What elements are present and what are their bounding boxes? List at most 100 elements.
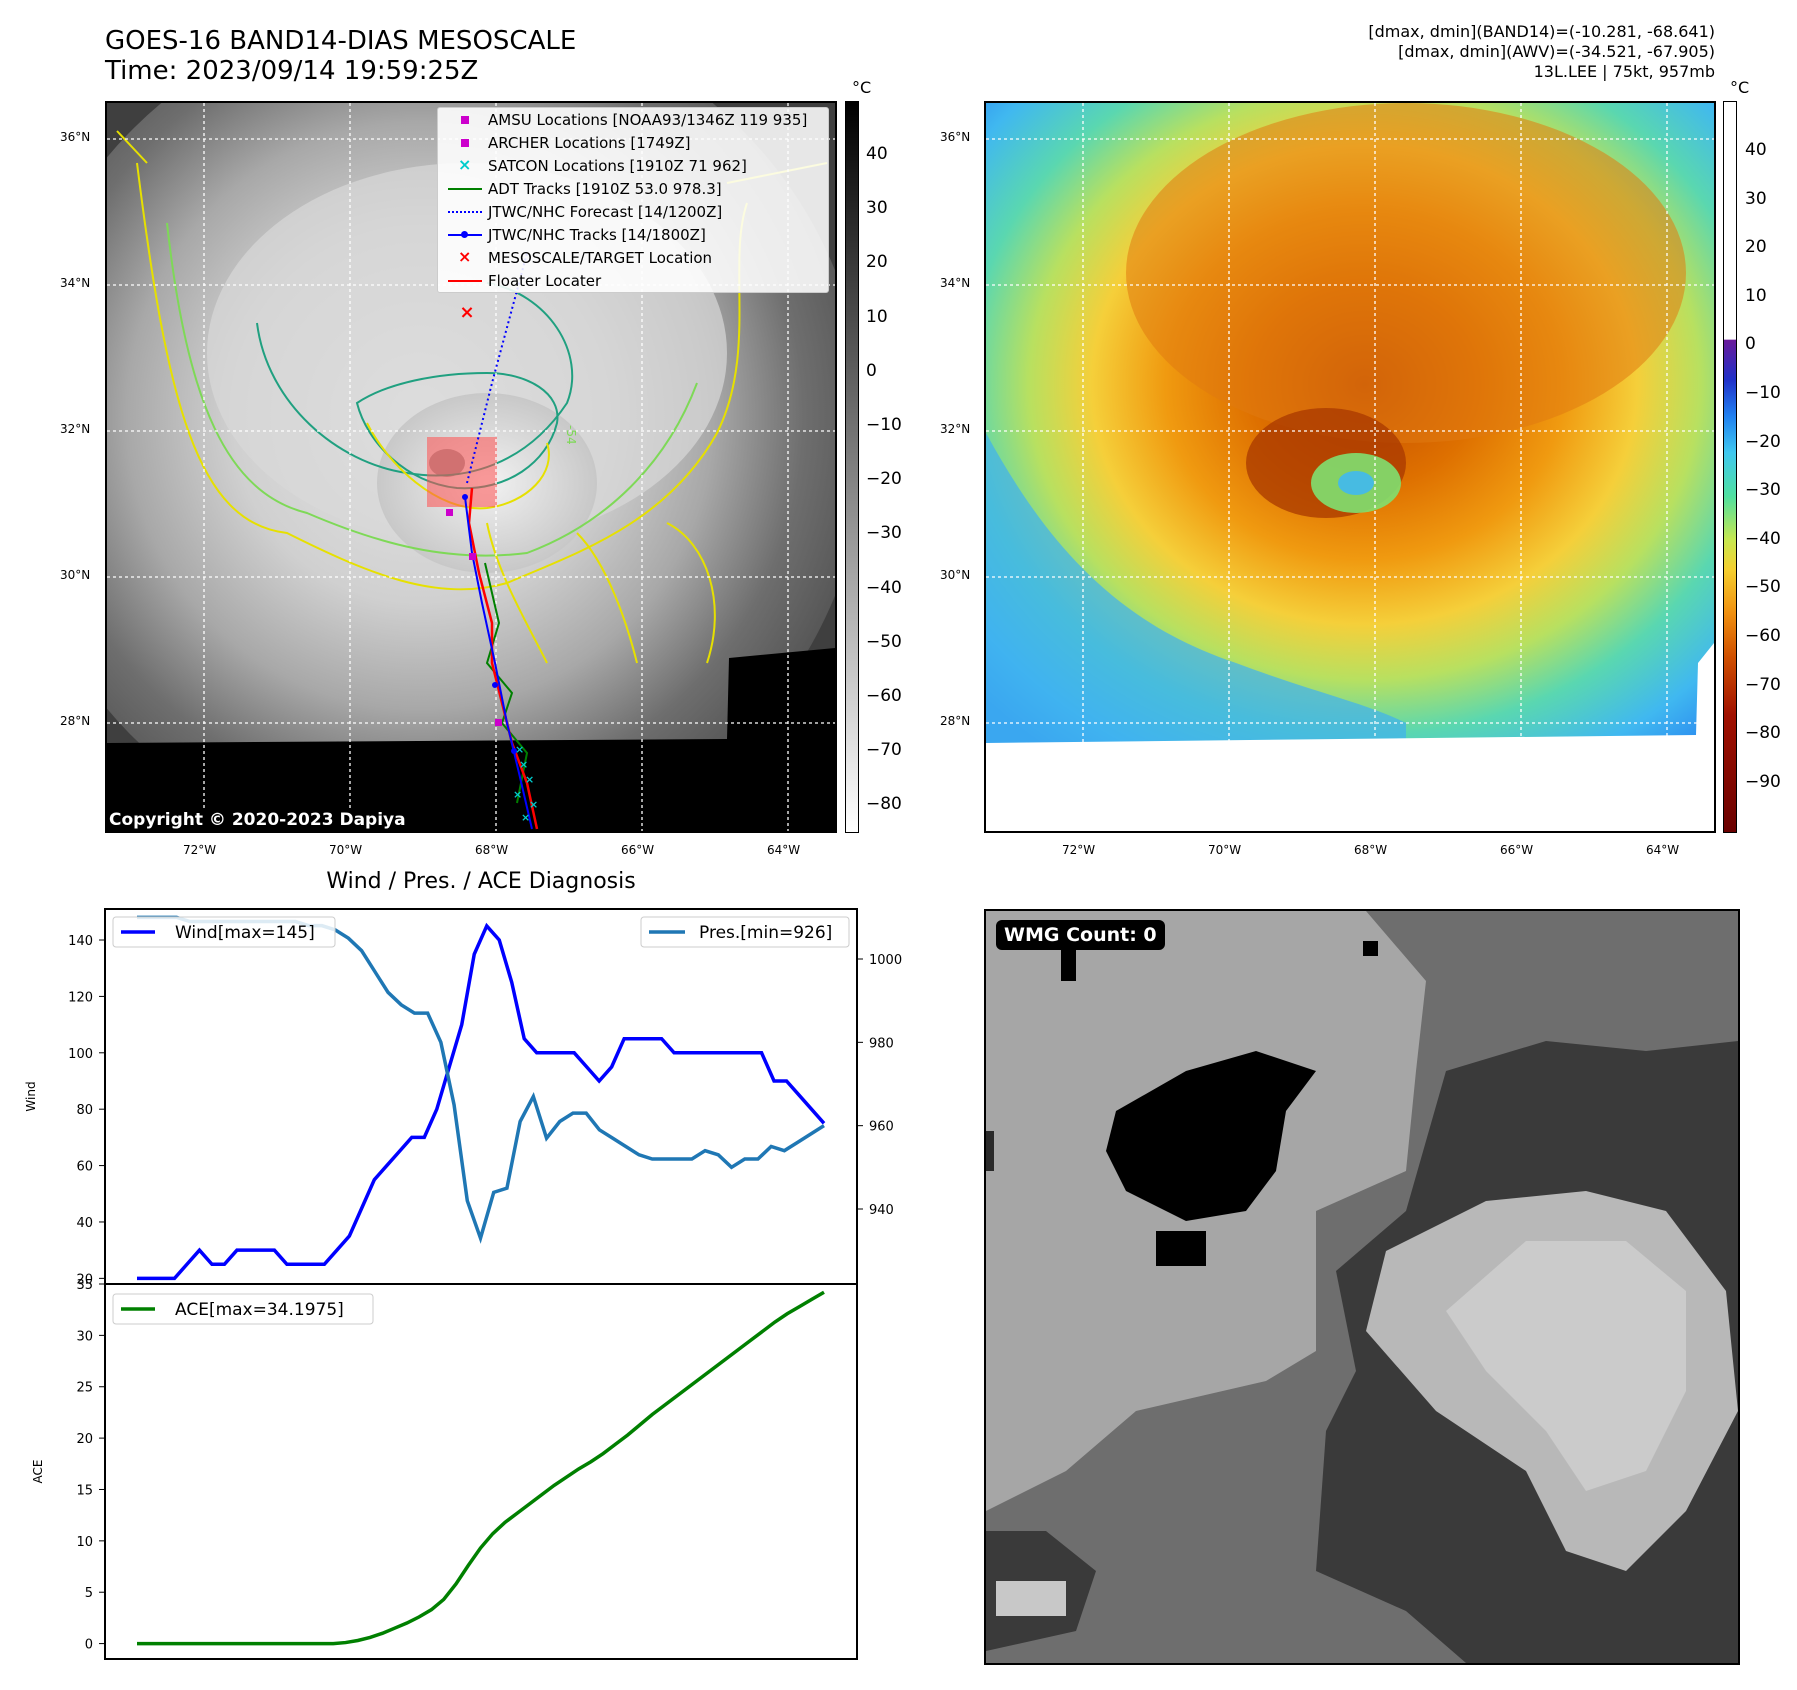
colorbar-tick: −50 bbox=[1745, 577, 1781, 598]
y-tick-label: 40 bbox=[76, 1216, 93, 1231]
legend-item: Floater Locater bbox=[438, 269, 828, 292]
lon-tick: 64°W bbox=[1646, 843, 1680, 857]
colorbar-tick: −40 bbox=[1745, 528, 1781, 549]
chart-title: GOES-16 BAND14-DIAS MESOSCALE bbox=[105, 26, 577, 56]
legend-label: Floater Locater bbox=[488, 271, 602, 290]
colorbar-tick: −30 bbox=[866, 523, 902, 544]
lat-tick: 28°N bbox=[940, 714, 971, 728]
y-tick-label: 120 bbox=[68, 990, 93, 1005]
legend-label: AMSU Locations [NOAA93/1346Z 119 935] bbox=[488, 110, 808, 129]
legend-item: JTWC/NHC Forecast [14/1200Z] bbox=[438, 200, 828, 223]
colorbar-tick: −70 bbox=[866, 740, 902, 761]
lat-tick: 32°N bbox=[60, 422, 91, 436]
colorbar-unit: °C bbox=[1730, 78, 1750, 97]
svg-text:×: × bbox=[519, 758, 528, 771]
ace-y-axis-label: ACE bbox=[31, 1460, 45, 1484]
y-axis-label: Wind bbox=[24, 1081, 38, 1111]
wind-series-line bbox=[137, 922, 826, 1281]
lon-tick: 64°W bbox=[767, 843, 801, 857]
colorbar-tick: −30 bbox=[1745, 480, 1781, 501]
colorbar-tick: 30 bbox=[866, 198, 888, 219]
y-tick-label: 100 bbox=[68, 1047, 93, 1062]
legend-label: MESOSCALE/TARGET Location bbox=[488, 248, 713, 267]
solid-line-icon bbox=[444, 179, 488, 199]
ir-colorbar bbox=[845, 101, 859, 833]
colorbar-tick: 0 bbox=[866, 360, 877, 381]
y-right-tick-label: 1000 bbox=[869, 953, 902, 968]
lon-tick: 70°W bbox=[329, 843, 363, 857]
lon-tick: 66°W bbox=[1500, 843, 1534, 857]
colorbar-tick: −20 bbox=[1745, 431, 1781, 452]
colorbar-tick: 40 bbox=[1745, 140, 1767, 160]
ace-y-tick-label: 0 bbox=[85, 1638, 93, 1653]
ace-legend-label: ACE[max=34.1975] bbox=[175, 1300, 344, 1320]
y-tick-label: 20 bbox=[76, 1272, 93, 1287]
svg-text:×: × bbox=[513, 788, 522, 801]
copyright-label: Copyright © 2020-2023 Dapiya bbox=[105, 808, 410, 832]
svg-text:×: × bbox=[515, 743, 524, 756]
lat-tick: 36°N bbox=[940, 130, 971, 144]
colorbar-tick: −60 bbox=[866, 686, 902, 706]
colorbar-tick: −10 bbox=[866, 415, 902, 435]
colorbar-tick: 10 bbox=[1745, 285, 1767, 306]
square-marker-icon bbox=[444, 133, 488, 153]
y-tick-label: 60 bbox=[76, 1160, 93, 1175]
awv-colorbar bbox=[1723, 101, 1737, 833]
wmg-image bbox=[986, 911, 1738, 1663]
colorbar-tick: 20 bbox=[866, 252, 888, 273]
svg-text:×: × bbox=[529, 798, 538, 811]
lon-tick: 68°W bbox=[475, 843, 509, 857]
colorbar-tick: 10 bbox=[866, 306, 888, 327]
ace-y-tick-label: 20 bbox=[76, 1432, 93, 1447]
pressure-legend-box bbox=[640, 916, 850, 948]
lon-tick: 70°W bbox=[1208, 843, 1242, 857]
lon-tick: 72°W bbox=[1062, 843, 1096, 857]
colorbar-tick: 40 bbox=[866, 144, 888, 164]
band14-dmax-dmin: [dmax, dmin](BAND14)=(-10.281, -68.641) bbox=[1368, 22, 1715, 41]
lon-tick: 72°W bbox=[183, 843, 217, 857]
ace-y-tick-label: 15 bbox=[76, 1483, 93, 1498]
ace-y-tick-label: 5 bbox=[85, 1586, 93, 1601]
legend-item: × SATCON Locations [1910Z 71 962] bbox=[438, 154, 828, 177]
svg-text:×: × bbox=[521, 811, 530, 824]
y-right-tick-label: 940 bbox=[869, 1203, 894, 1218]
solid-line-icon bbox=[444, 271, 488, 291]
legend-label: ARCHER Locations [1749Z] bbox=[488, 133, 691, 152]
colorbar-tick: 20 bbox=[1745, 237, 1767, 258]
colorbar-tick: −10 bbox=[1745, 383, 1781, 403]
lat-tick: 34°N bbox=[60, 276, 91, 290]
square-marker-icon bbox=[444, 110, 488, 130]
colorbar-tick: −20 bbox=[866, 469, 902, 490]
legend-label: JTWC/NHC Forecast [14/1200Z] bbox=[488, 202, 723, 221]
map-legend: AMSU Locations [NOAA93/1346Z 119 935] AR… bbox=[437, 107, 829, 293]
lat-tick: 30°N bbox=[940, 568, 971, 582]
wind-legend-label: Wind[max=145] bbox=[175, 923, 315, 943]
ace-y-tick-label: 25 bbox=[76, 1381, 93, 1396]
pressure-legend-label: Pres.[min=926] bbox=[699, 923, 832, 943]
wmg-panel[interactable] bbox=[984, 909, 1740, 1665]
storm-info: 13L.LEE | 75kt, 957mb bbox=[1533, 62, 1715, 81]
legend-label: ADT Tracks [1910Z 53.0 978.3] bbox=[488, 179, 722, 198]
colorbar-tick: −40 bbox=[866, 577, 902, 598]
line-dot-icon bbox=[444, 225, 488, 245]
colorbar-tick: 30 bbox=[1745, 188, 1767, 209]
colorbar-tick: −60 bbox=[1745, 626, 1781, 646]
lat-tick: 34°N bbox=[940, 276, 971, 290]
legend-item: AMSU Locations [NOAA93/1346Z 119 935] bbox=[438, 108, 828, 131]
y-tick-label: 140 bbox=[68, 934, 93, 949]
diagnosis-chart: 204060801001201409409609801000WindPressu… bbox=[24, 908, 902, 1660]
awv-dmax-dmin: [dmax, dmin](AWV)=(-34.521, -67.905) bbox=[1398, 42, 1715, 61]
y-right-tick-label: 980 bbox=[869, 1036, 894, 1051]
colorbar-tick: 0 bbox=[1745, 334, 1756, 355]
wmg-count-badge: WMG Count: 0 bbox=[996, 920, 1165, 950]
svg-text:×: × bbox=[459, 302, 474, 323]
legend-item: ADT Tracks [1910Z 53.0 978.3] bbox=[438, 177, 828, 200]
lat-tick: 30°N bbox=[60, 568, 91, 582]
lat-tick: 32°N bbox=[940, 422, 971, 436]
legend-item: × MESOSCALE/TARGET Location bbox=[438, 246, 828, 269]
legend-item: JTWC/NHC Tracks [14/1800Z] bbox=[438, 223, 828, 246]
awv-map-panel[interactable] bbox=[984, 101, 1716, 833]
y-tick-label: 80 bbox=[76, 1103, 93, 1118]
legend-label: JTWC/NHC Tracks [14/1800Z] bbox=[488, 225, 706, 244]
ace-legend-box bbox=[112, 1293, 374, 1325]
